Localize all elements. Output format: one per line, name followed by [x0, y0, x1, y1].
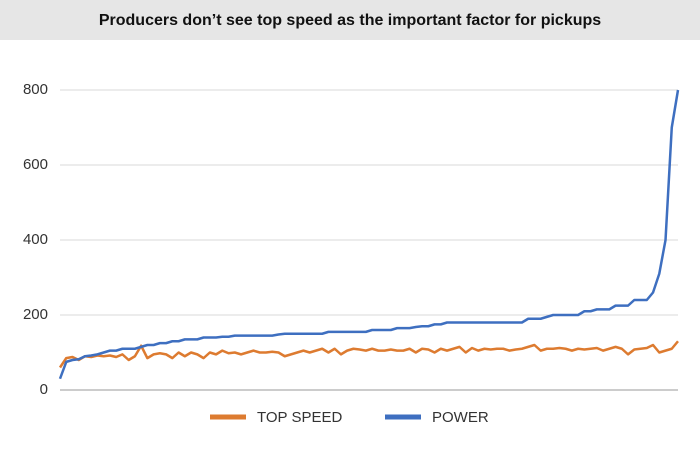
legend-label: TOP SPEED — [257, 409, 342, 426]
line-series — [58, 89, 680, 380]
y-tick-label: 600 — [23, 156, 48, 173]
y-tick-label: 200 — [23, 306, 48, 323]
line-series — [58, 340, 679, 369]
y-tick-label: 800 — [23, 81, 48, 98]
y-tick-label: 400 — [23, 231, 48, 248]
title-bar — [0, 0, 700, 40]
chart-title: Producers don’t see top speed as the imp… — [99, 12, 601, 29]
legend-label: POWER — [432, 409, 489, 426]
y-tick-label: 0 — [40, 381, 48, 398]
